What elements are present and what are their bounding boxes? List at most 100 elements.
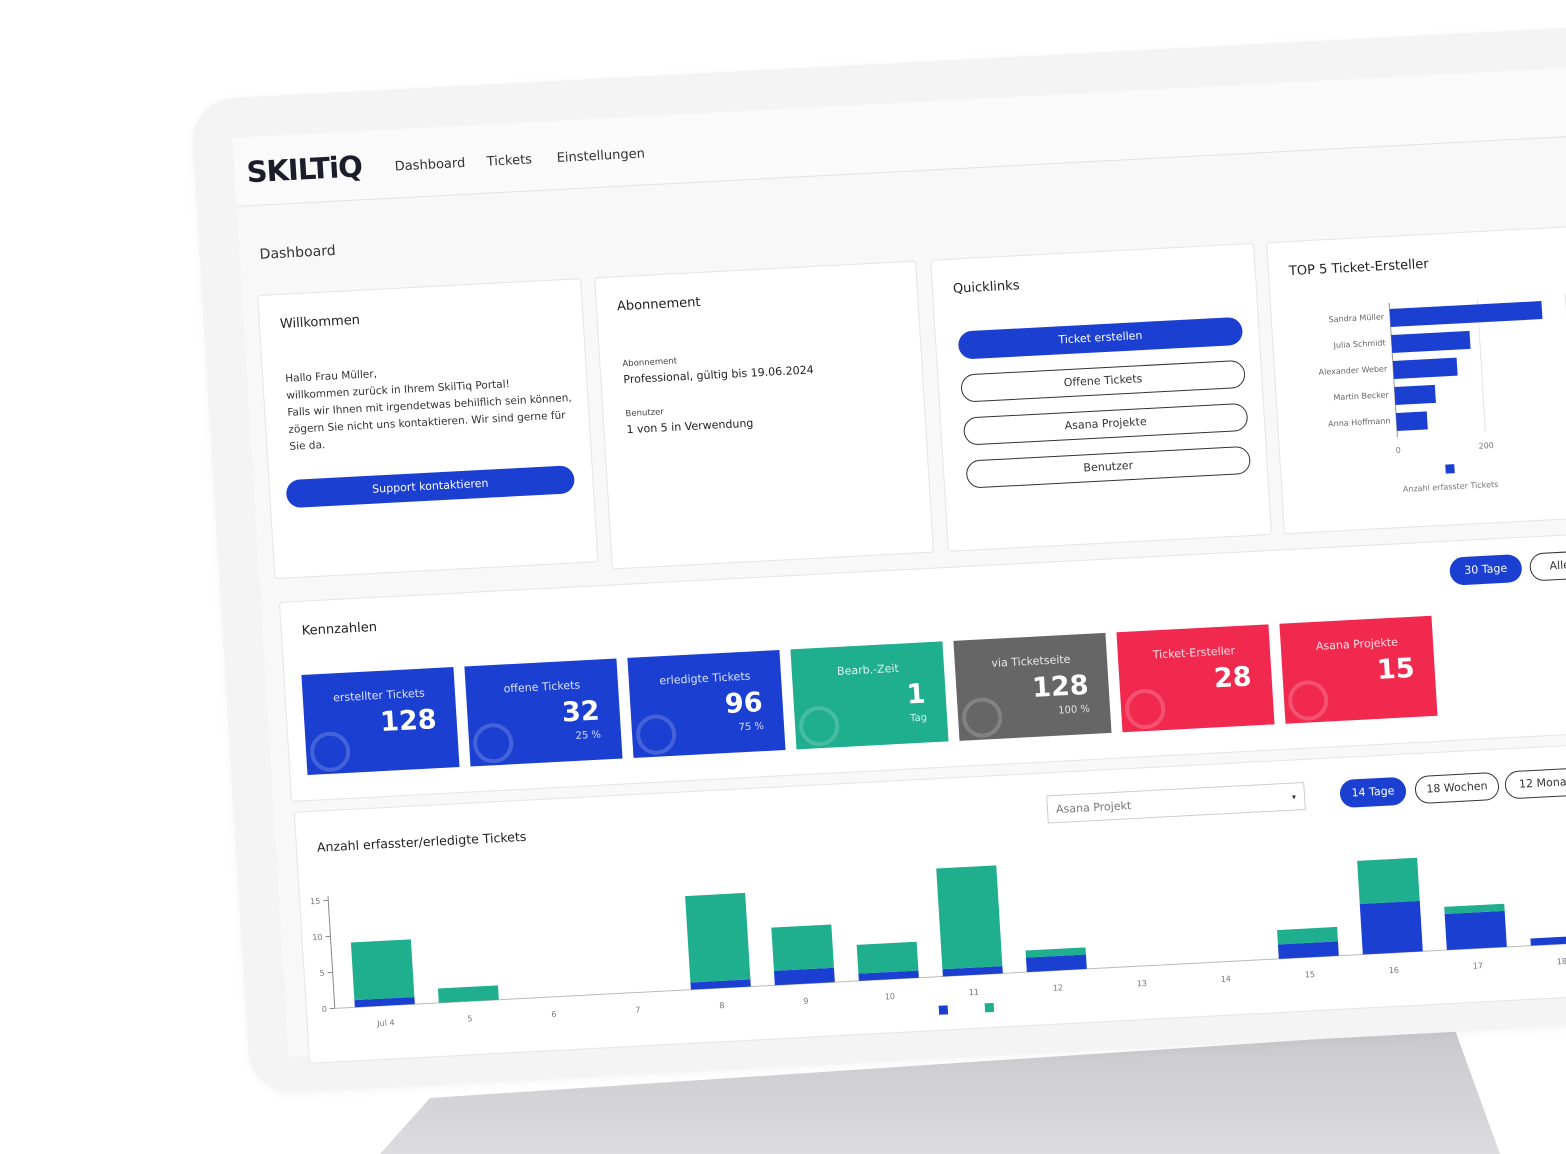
kpi-sub: 25 % [575,729,602,742]
kpi-label: via Ticketseite [991,652,1071,670]
x-tick-label: 12 [1053,983,1064,993]
kpi-tile[interactable]: Asana Projekte 15 [1279,615,1438,724]
bar-segment [1530,935,1566,946]
bar-segment [1357,857,1420,905]
nav-item[interactable]: Dashboard [394,155,466,175]
x-tick-label: 14 [1221,974,1232,984]
period-button[interactable]: 30 Tage [1448,553,1523,586]
bar-segment [1025,947,1086,958]
bar-segment [350,939,415,1001]
card-title: Willkommen [279,312,361,333]
tickets-chart-card: Asana Projekt ▾ Anzahl erfasster/erledigt… [293,738,1566,1064]
kpi-icon [1125,689,1166,730]
bar-segment [685,892,751,983]
kpi-value: 96 [724,687,764,720]
kpi-sub: 75 % [738,721,765,734]
legend-swatch [984,1002,995,1013]
kpi-label: Ticket-Ersteller [1152,644,1236,662]
legend-swatch [1445,464,1455,474]
y-tick-label: Anna Hoffmann [1328,416,1391,428]
bar [1394,384,1436,406]
x-tick-label: 9 [803,997,809,1006]
kpi-tile[interactable]: erstellter Tickets 128 [301,667,460,776]
bar-segment [1444,910,1507,951]
icon-shape [1125,689,1166,730]
subscription-card: Abonnement Abonnement Professional, gülti… [594,260,934,570]
y-tick-label: 10 [312,933,323,943]
y-tick-label: 15 [310,897,321,907]
legend-label: Anzahl erfasster Tickets [1403,480,1499,494]
kpi-icon [310,731,351,772]
kpi-tile[interactable]: offene Tickets 32 25 % [464,658,623,767]
top5-card: TOP 5 Ticket-Ersteller 0200400Sandra Mül… [1266,224,1566,535]
tickets-chart: Anzahl erfasster/erledigte Tickets 0 5 10 15… [310,829,1566,1028]
quicklink-button[interactable]: Offene Tickets [960,359,1246,403]
device-shadow [380,1030,1500,1154]
kpi-value: 32 [561,695,601,729]
kpi-label: erstellter Tickets [332,686,426,705]
logo: SKILTiQ [245,149,363,190]
kpi-value: 1 [905,678,927,711]
legend-swatch [938,1005,949,1015]
dashboard-window: SKILTiQ Dashboard Tickets Einstellungen … [190,24,1566,1095]
kpi-card: Kennzahlen 30 Tage Alle erstellter Ticke… [278,528,1566,802]
bar-segment [856,941,919,974]
icon-shape [962,697,1003,738]
bar [1392,357,1458,380]
icon-shape [473,723,514,764]
kpi-tile[interactable]: Ticket-Ersteller 28 [1116,624,1275,733]
welcome-card: Willkommen Support kontaktieren Hallo Fr… [257,278,599,580]
bar-segment [1359,900,1423,955]
kpi-tile[interactable]: via Ticketseite 128 100 % [953,632,1112,741]
y-tick-label: Alexander Weber [1318,364,1388,377]
x-tick-label: 15 [1305,970,1316,980]
kpi-value: 28 [1213,661,1253,695]
kpi-icon [799,706,840,747]
card-title: Abonnement [616,294,702,315]
bar-segment [690,979,751,990]
bar-segment [771,924,834,971]
range-button[interactable]: 12 Monat [1504,767,1566,800]
field-value: 1 von 5 in Verwendung [626,416,754,437]
kpi-label: Asana Projekte [1315,635,1399,653]
y-tick-label: Sandra Müller [1328,312,1385,324]
quicklink-button[interactable]: Asana Projekte [962,402,1249,446]
kpi-value: 128 [1031,669,1090,704]
card-title: Quicklinks [952,278,1020,297]
kpi-label: Bearb.-Zeit [836,661,900,679]
support-button[interactable]: Support kontaktieren [285,465,576,509]
kpi-value: 15 [1376,652,1416,686]
icon-shape [310,731,351,772]
kpi-icon [473,723,514,764]
quicklink-button[interactable]: Ticket erstellen [957,316,1244,360]
axis-line [327,896,336,1009]
kpi-tile[interactable]: erledigte Tickets 96 75 % [627,649,786,758]
period-button[interactable]: Alle [1528,550,1566,582]
chart-title: Anzahl erfasster/erledigte Tickets [317,829,527,855]
y-tick-label: Martin Becker [1333,390,1390,402]
nav-item[interactable]: Einstellungen [556,146,646,167]
x-tick-label: 13 [1137,979,1148,989]
kpi-icon [962,697,1003,738]
bar-segment [942,966,1003,977]
x-tick-label: 0 [1395,446,1401,455]
x-tick-label: 200 [1478,441,1494,451]
range-button[interactable]: 14 Tage [1339,776,1407,809]
bar [1389,301,1543,328]
nav-item[interactable]: Tickets [486,152,533,170]
x-tick-label: 18 [1557,957,1566,967]
icon-shape [636,714,677,755]
kpi-tile[interactable]: Bearb.-Zeit 1 Tag [790,641,949,750]
kpi-sub: Tag [909,712,928,725]
bar-segment [1277,926,1338,945]
field-label: Benutzer [625,407,665,420]
bar-segment [858,970,919,981]
bar-segment [437,985,499,1003]
range-button[interactable]: 18 Wochen [1414,771,1500,805]
bar [1395,411,1428,432]
quicklink-button[interactable]: Benutzer [965,445,1252,489]
y-tick-label: Julia Schmidt [1332,338,1386,350]
kpi-icon [636,714,677,755]
bar-segment [773,967,835,986]
